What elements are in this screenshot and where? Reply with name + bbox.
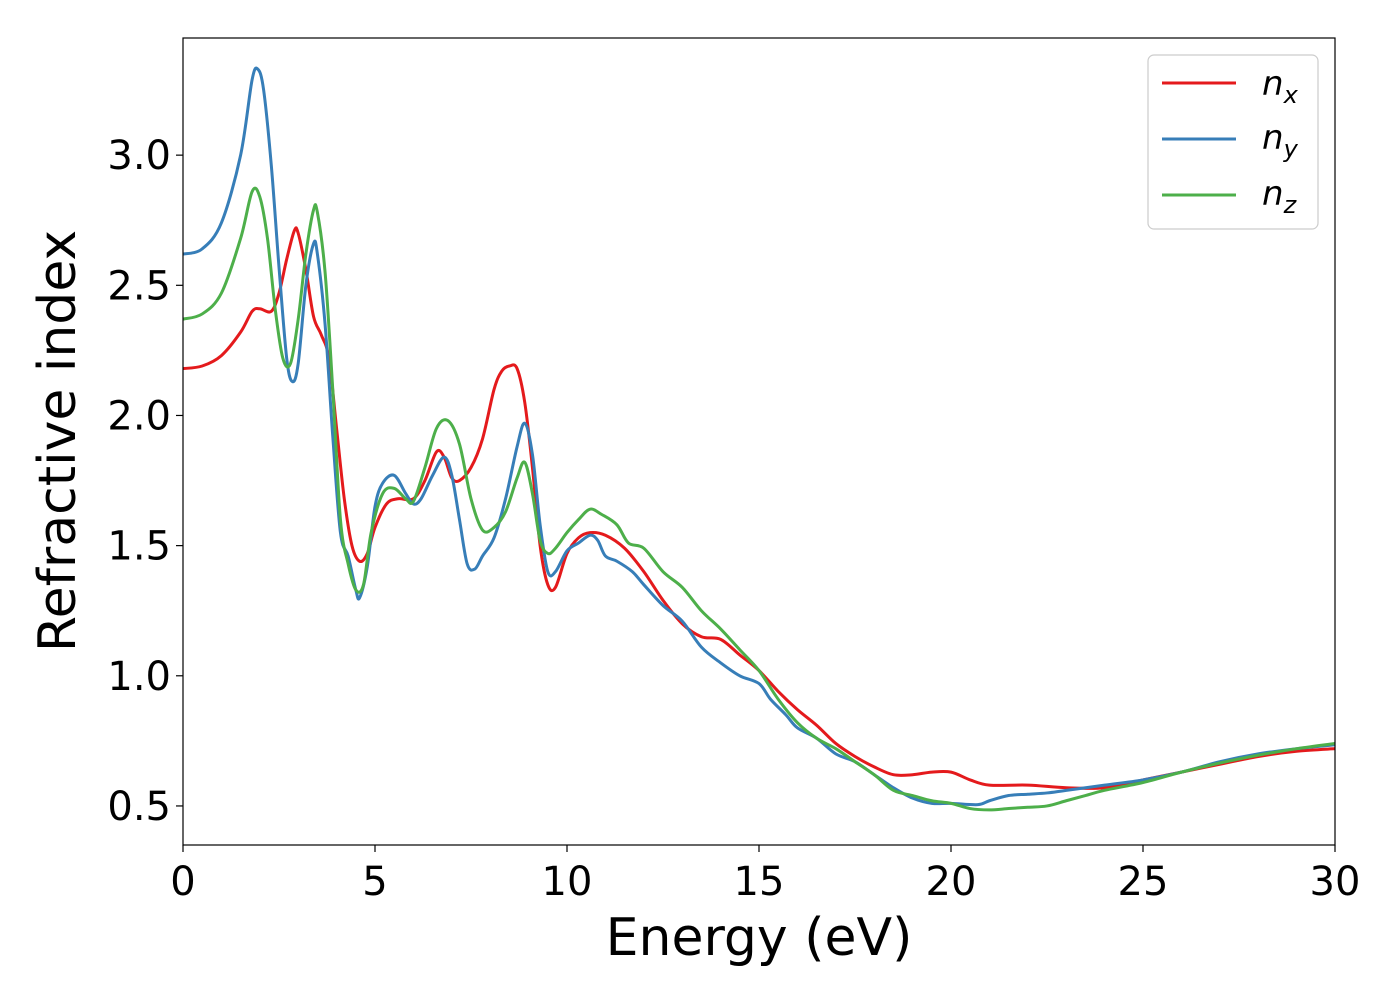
y-tick-label: 3.0: [107, 133, 171, 179]
y-axis-title: Refractive index: [28, 230, 88, 652]
y-tick-label: 2.0: [107, 393, 171, 439]
y-axis-ticks: 0.5 1.0 1.5 2.0 2.5 3.0: [107, 133, 183, 830]
series-line-nz: [183, 186, 1335, 812]
x-tick-label: 25: [1118, 859, 1169, 905]
series-group: [183, 66, 1335, 812]
y-tick-label: 1.5: [107, 524, 171, 570]
y-tick-label: 2.5: [107, 263, 171, 309]
x-tick-label: 5: [362, 859, 387, 905]
x-tick-label: 20: [926, 859, 977, 905]
series-line-nx: [183, 226, 1335, 790]
series-line-ny: [183, 66, 1335, 807]
legend: nx ny nz: [1147, 54, 1319, 230]
legend-label-nx: nx: [1262, 64, 1299, 109]
x-tick-label: 0: [170, 859, 195, 905]
x-axis-title: Energy (eV): [606, 908, 913, 968]
legend-label-nz: nz: [1262, 174, 1298, 219]
legend-label-ny: ny: [1262, 118, 1299, 163]
x-tick-label: 30: [1310, 859, 1361, 905]
y-tick-label: 0.5: [107, 784, 171, 830]
legend-box: [1147, 54, 1319, 230]
x-tick-label: 10: [542, 859, 593, 905]
x-tick-label: 15: [734, 859, 785, 905]
y-tick-label: 1.0: [107, 654, 171, 700]
x-axis-ticks: 0 5 10 15 20 25 30: [170, 845, 1360, 905]
plot-background: [183, 38, 1335, 845]
